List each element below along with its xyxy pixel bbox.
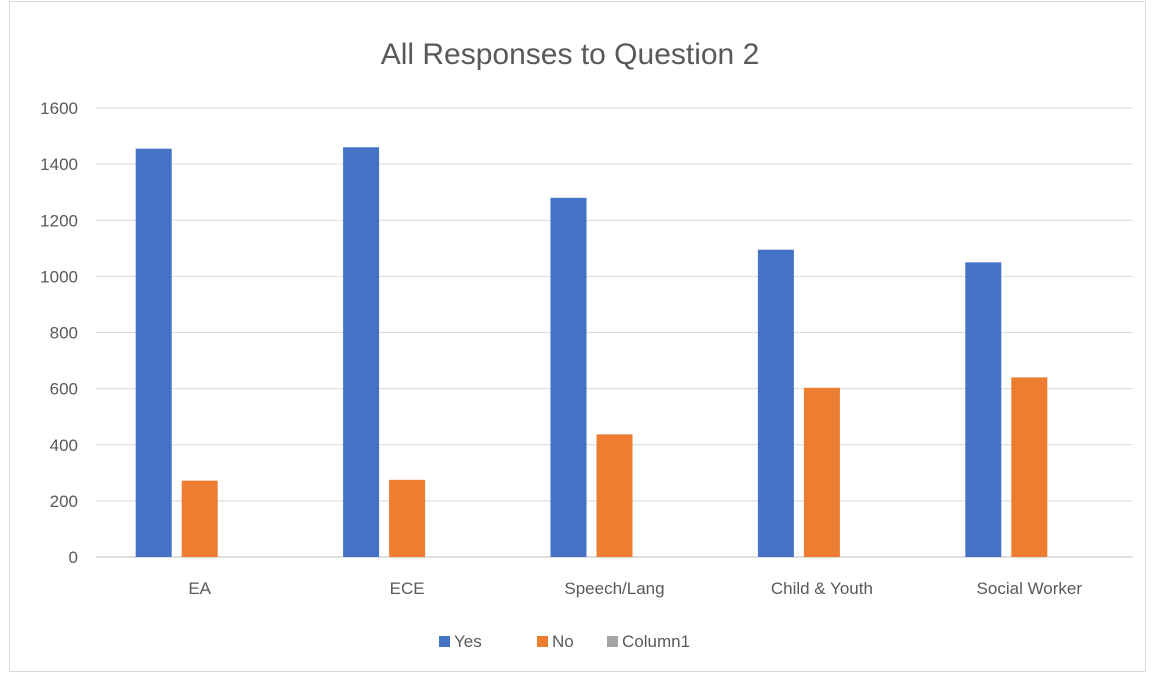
gridlines — [96, 107, 1133, 558]
bar-no-1 — [181, 480, 218, 557]
x-axis: EA ECE Speech/Lang Child & Youth Social Work… — [188, 579, 1082, 598]
legend-label: Column1 — [622, 632, 690, 651]
legend-label: Yes — [454, 632, 482, 651]
x-tick-label: Social Worker — [977, 579, 1083, 598]
y-tick-label: 1000 — [40, 267, 78, 286]
legend-swatch — [439, 636, 450, 647]
x-tick-label: EA — [188, 579, 211, 598]
y-tick-label: 600 — [50, 380, 78, 399]
x-tick-label: ECE — [390, 579, 425, 598]
y-tick-label: 800 — [50, 324, 78, 343]
bar-yes-2 — [343, 147, 380, 557]
x-tick-label: Child & Youth — [771, 579, 873, 598]
y-axis: 0 200 400 600 800 1000 1200 1400 1600 — [40, 99, 78, 567]
bar-no-3 — [596, 434, 633, 557]
bar-no-2 — [389, 479, 426, 557]
y-tick-label: 0 — [69, 548, 78, 567]
bar-yes-1 — [135, 148, 172, 558]
x-tick-label: Speech/Lang — [564, 579, 664, 598]
y-tick-label: 1400 — [40, 155, 78, 174]
bar-no-4 — [803, 387, 840, 557]
bar-no-5 — [1011, 377, 1048, 557]
y-tick-label: 200 — [50, 492, 78, 511]
bars — [135, 147, 1048, 558]
y-tick-label: 1600 — [40, 99, 78, 118]
y-tick-label: 400 — [50, 436, 78, 455]
bar-yes-5 — [965, 262, 1002, 557]
legend-swatch — [607, 636, 618, 647]
chart-title: All Responses to Question 2 — [381, 38, 760, 71]
bar-yes-3 — [550, 197, 587, 558]
legend-swatch — [537, 636, 548, 647]
bar-yes-4 — [757, 249, 794, 557]
legend-label: No — [552, 632, 574, 651]
legend: Yes No Column1 — [439, 632, 690, 651]
y-tick-label: 1200 — [40, 211, 78, 230]
